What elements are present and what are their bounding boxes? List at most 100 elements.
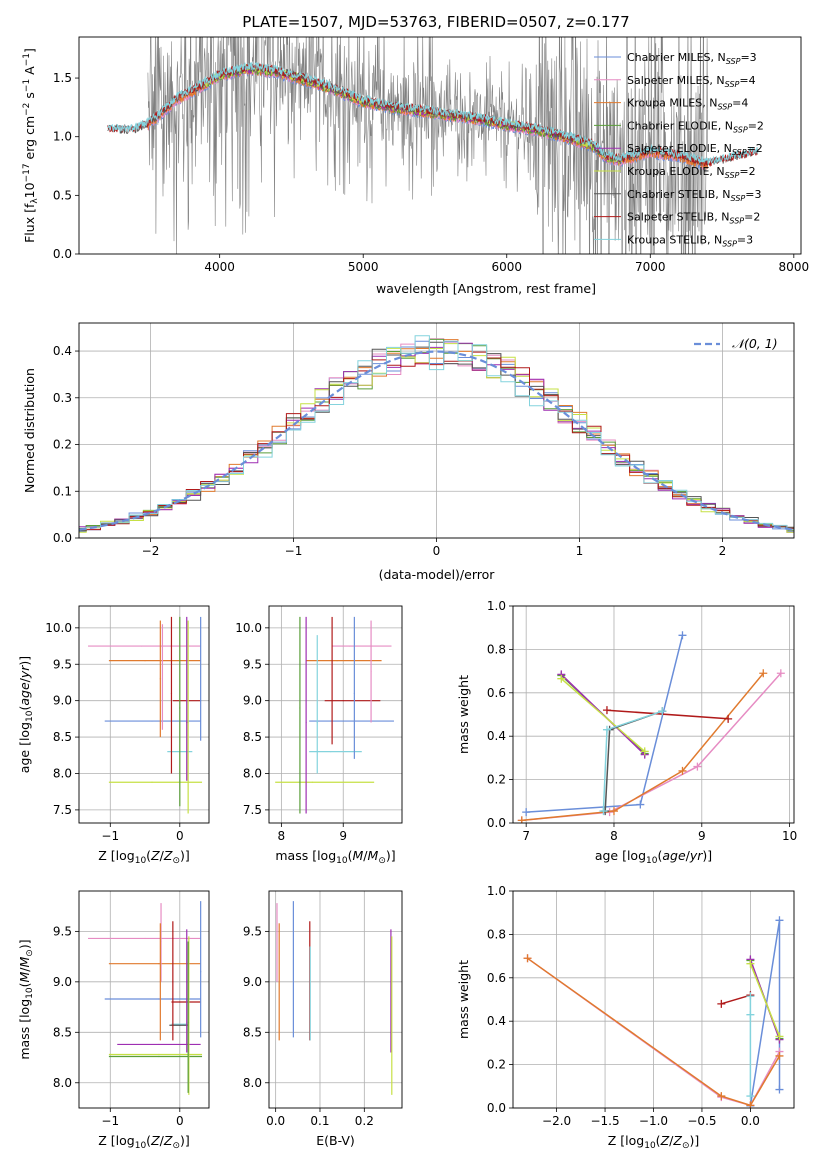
plus-marker <box>640 747 649 756</box>
legend-entry: Salpeter ELODIE, NSSP=2 <box>627 142 763 157</box>
label-part: )] <box>689 1133 699 1148</box>
x-tick-label: 10 <box>782 829 797 843</box>
legend-name: Kroupa ELODIE, N <box>627 165 725 178</box>
y-tick-label: 8.0 <box>243 766 262 780</box>
label-part: M <box>368 848 379 863</box>
plus-marker <box>746 1101 755 1108</box>
y-tick-label: 10.0 <box>45 621 72 635</box>
label-part: 10 <box>336 856 348 866</box>
label-part: ( <box>657 848 662 863</box>
label-part: M <box>17 956 32 967</box>
point-marker <box>299 707 301 709</box>
label-part: ( <box>17 706 32 711</box>
y-tick-label: 9.0 <box>243 694 262 708</box>
x-tick-label: 5000 <box>348 260 379 274</box>
label-part: ( <box>146 848 151 863</box>
x-tick-label: 0 <box>176 1114 184 1128</box>
point-marker <box>186 721 188 724</box>
point-marker <box>172 981 174 983</box>
label-part: / <box>669 1133 674 1148</box>
point-marker <box>187 721 189 724</box>
residual-hist-salpeter-stelib <box>79 351 794 531</box>
label-part: / <box>17 967 32 972</box>
figure-title: PLATE=1507, MJD=53763, FIBERID=0507, z=0… <box>242 13 629 31</box>
y-tick-label: 0.2 <box>487 1058 506 1072</box>
x-tick-label: 0.2 <box>355 1114 374 1128</box>
label-part: mass [log <box>275 848 336 863</box>
y-tick-label: 9.5 <box>243 924 262 938</box>
plot-area-spectrum <box>107 37 759 254</box>
x-tick-label: 0 <box>433 544 441 558</box>
point-marker <box>179 1024 181 1026</box>
x-tick-label: 8 <box>610 829 618 843</box>
y-axis-label: mass [log10(M/M⊙)] <box>17 939 35 1059</box>
x-tick-label: 9 <box>698 829 706 843</box>
y-tick-label: 0.4 <box>487 1014 506 1028</box>
point-marker <box>336 660 338 662</box>
y-axis-label: Normed distribution <box>22 368 37 493</box>
y-tick-label: 1.0 <box>53 130 72 144</box>
legend-sub: SSP <box>731 194 746 203</box>
x-tick-label: −1.0 <box>639 1114 668 1128</box>
x-tick-label: −1 <box>101 829 119 843</box>
plus-marker <box>557 674 566 683</box>
label-part: yr <box>17 665 32 679</box>
point-marker <box>200 700 202 702</box>
label-part: Z <box>150 848 160 863</box>
y-tick-label: 1.0 <box>487 884 506 898</box>
legend-nssp: =4 <box>739 74 755 87</box>
axes-frame <box>268 890 403 1109</box>
label-part: )] <box>17 656 32 666</box>
plus-marker <box>775 1085 784 1094</box>
y-tick-label: 8.5 <box>53 730 72 744</box>
axes-frame <box>78 322 795 539</box>
label-part: 10 <box>135 1141 147 1151</box>
y-tick-label: 0.8 <box>487 927 506 941</box>
point-marker <box>158 998 160 1000</box>
plot-area-age_vs_Z <box>88 616 203 814</box>
label-part: −1 <box>22 53 32 66</box>
plus-marker <box>746 1010 755 1019</box>
legend-name: Chabrier MILES, N <box>627 51 726 64</box>
y-tick-label: 0.1 <box>53 484 72 498</box>
y-tick-label: 9.5 <box>53 924 72 938</box>
y-tick-label: 9.5 <box>53 657 72 671</box>
plus-marker <box>775 916 784 925</box>
plus-marker <box>717 1092 726 1101</box>
legend-entry: Kroupa ELODIE, NSSP=2 <box>627 165 756 180</box>
label-part: ] <box>22 48 37 53</box>
y-tick-label: 0.3 <box>53 391 72 405</box>
x-tick-label: −2.0 <box>542 1114 571 1128</box>
legend-sub: SSP <box>733 125 748 134</box>
point-marker <box>330 751 332 753</box>
point-marker <box>179 1023 181 1025</box>
x-tick-label: 8 <box>278 829 286 843</box>
legend-nssp: =2 <box>739 165 755 178</box>
y-tick-label: 8.0 <box>243 1076 262 1090</box>
y-axis-label: Flux [fλ10−17 erg cm−2 s−1 A−1] <box>22 48 40 243</box>
legend-nssp: =4 <box>732 97 748 110</box>
plus-marker <box>636 800 645 809</box>
plot-area-mass_vs_EBV <box>276 901 393 1095</box>
weight-line-kroupa-stelib <box>602 710 663 812</box>
y-tick-label: 0.5 <box>53 188 72 202</box>
panel-residuals: −2 −1 0 1 2 0.0 0.1 0.2 0.3 0.4 𝒩(0, 1) (data-model… <box>22 322 795 582</box>
point-marker <box>158 1053 160 1056</box>
y-tick-label: 1.0 <box>487 599 506 613</box>
axes-frame <box>512 605 795 824</box>
label-part: Flux [f <box>22 203 37 243</box>
point-marker <box>161 678 164 680</box>
label-part: age [log <box>17 722 32 773</box>
legend-sub: SSP <box>729 217 744 226</box>
axes-frame <box>512 890 795 1109</box>
label-part: )] <box>180 848 190 863</box>
legend-entry: Salpeter MILES, NSSP=4 <box>627 74 756 89</box>
x-tick-label: −1 <box>101 1114 119 1128</box>
legend-nssp: =3 <box>745 188 761 201</box>
label-part: Z [log <box>608 1133 644 1148</box>
label-part: ( <box>656 1133 661 1148</box>
plus-marker <box>678 631 687 640</box>
x-axis-label: (data-model)/error <box>379 567 496 582</box>
label-part: ( <box>348 848 353 863</box>
